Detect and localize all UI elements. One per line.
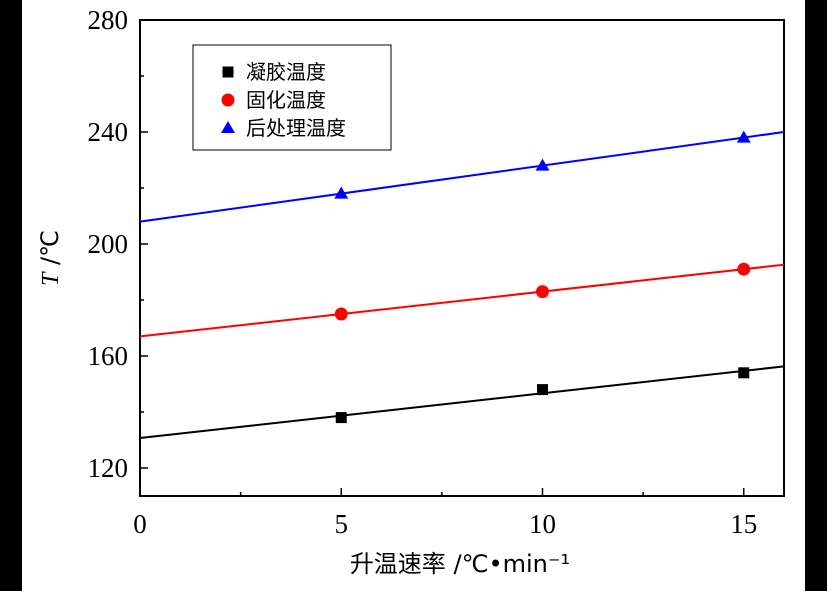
- y-tick-label: 240: [88, 117, 129, 147]
- x-axis: 0 5 10 15: [133, 488, 757, 539]
- fit-line: [139, 131, 785, 223]
- y-axis-title: T /℃: [36, 230, 64, 286]
- square-marker: [335, 412, 347, 424]
- x-axis-title: 升温速率 /℃•min⁻¹: [350, 550, 570, 578]
- y-tick-label: 280: [88, 5, 129, 35]
- plot-panel: [22, 0, 805, 591]
- y-axis-title-unit: /℃: [36, 230, 64, 273]
- legend-square-marker: [222, 66, 234, 78]
- y-tick-label: 120: [88, 453, 129, 483]
- legend-label: 后处理温度: [246, 116, 346, 140]
- plot-area-frame: [139, 19, 785, 497]
- fit-lines: [139, 131, 785, 440]
- circle-marker: [737, 262, 751, 276]
- x-tick-label: 10: [529, 509, 556, 539]
- square-marker: [537, 384, 548, 396]
- y-axis-title-symbol: T: [38, 271, 64, 286]
- y-axis: 120 160 200 240 280: [88, 5, 148, 483]
- circle-marker: [536, 285, 549, 299]
- square-marker: [738, 367, 750, 379]
- triangle-marker: [535, 158, 550, 171]
- legend-label: 凝胶温度: [246, 60, 326, 84]
- x-tick-label: 0: [133, 509, 147, 539]
- legend-circle-marker: [221, 93, 235, 107]
- x-tick-label: 15: [730, 509, 757, 539]
- triangle-marker: [334, 186, 349, 199]
- fit-line: [139, 263, 785, 338]
- data-markers: [334, 130, 751, 424]
- y-tick-label: 160: [88, 341, 129, 371]
- circle-marker: [334, 307, 348, 321]
- legend-label: 固化温度: [246, 88, 326, 112]
- fit-line: [139, 365, 785, 440]
- x-tick-label: 5: [335, 509, 349, 539]
- y-tick-label: 200: [88, 229, 129, 259]
- triangle-marker: [736, 130, 751, 143]
- legend-triangle-marker: [221, 121, 235, 133]
